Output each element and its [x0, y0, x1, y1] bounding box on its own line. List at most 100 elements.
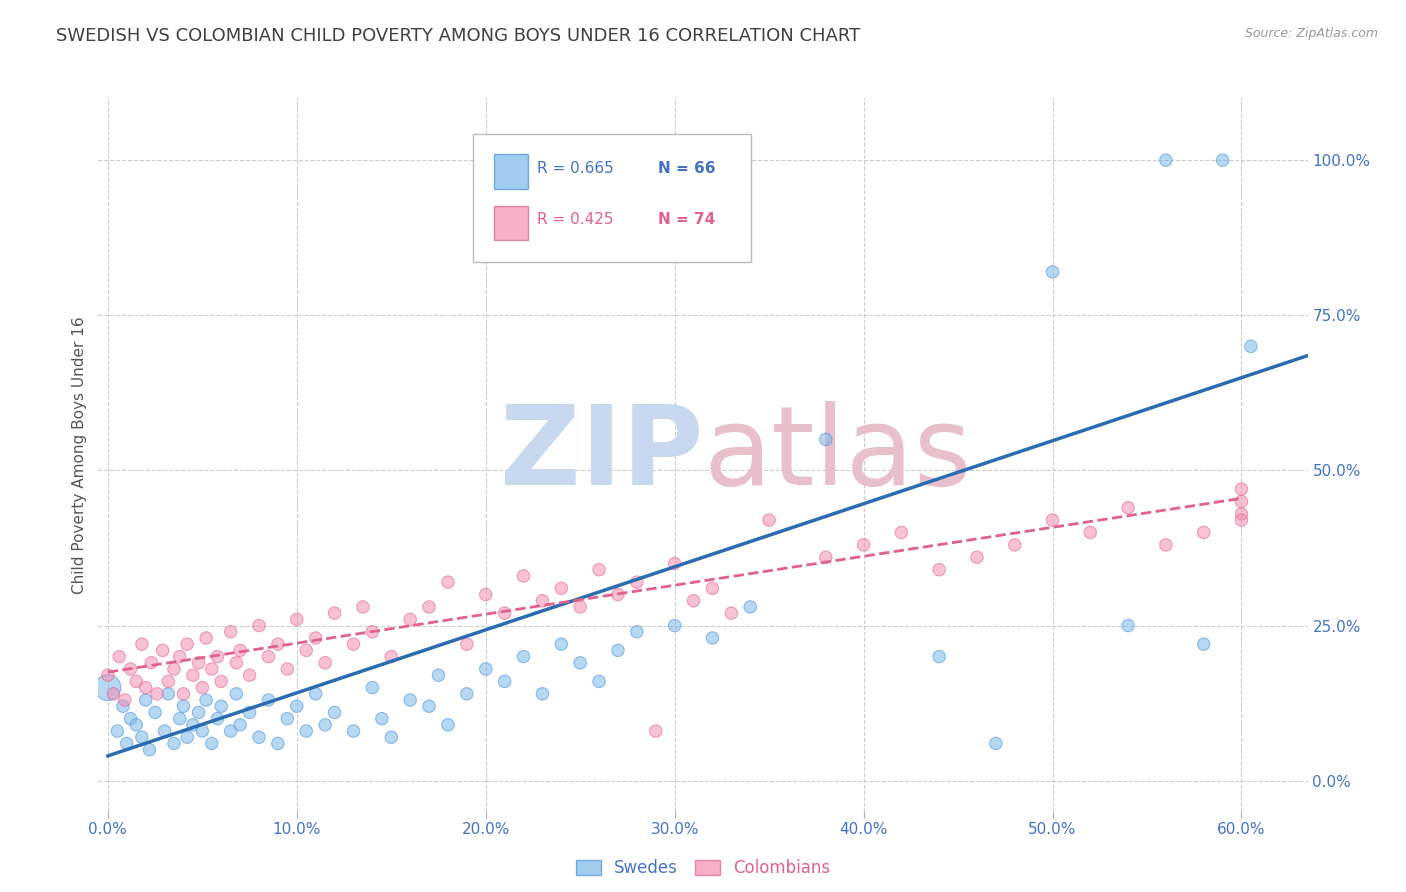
Point: [152, 643, 174, 657]
Point: [111, 699, 134, 714]
Point: [928, 563, 950, 577]
Y-axis label: Child Poverty Among Boys Under 16: Child Poverty Among Boys Under 16: [72, 316, 87, 594]
Point: [305, 631, 328, 645]
Point: [966, 550, 988, 565]
Point: [361, 624, 384, 639]
Point: [138, 742, 160, 756]
Point: [207, 712, 229, 726]
Point: [229, 643, 252, 657]
Point: [276, 712, 298, 726]
Point: [257, 693, 280, 707]
Point: [1154, 538, 1177, 552]
Point: [115, 736, 138, 750]
Point: [342, 724, 364, 739]
Point: [361, 681, 384, 695]
Point: [814, 550, 837, 565]
Point: [295, 643, 318, 657]
Point: [702, 582, 724, 596]
Point: [135, 693, 157, 707]
Point: [569, 656, 592, 670]
Point: [607, 588, 630, 602]
Point: [418, 599, 440, 614]
Point: [108, 649, 131, 664]
Point: [758, 513, 780, 527]
Point: [114, 693, 136, 707]
Point: [195, 631, 218, 645]
Point: [380, 731, 402, 745]
Point: [219, 724, 242, 739]
Point: [187, 656, 209, 670]
FancyBboxPatch shape: [494, 206, 527, 240]
Point: [229, 718, 252, 732]
Point: [1116, 500, 1139, 515]
Point: [399, 693, 422, 707]
Point: [209, 699, 232, 714]
Point: [225, 687, 247, 701]
Point: [141, 656, 163, 670]
Point: [550, 637, 572, 651]
Point: [1042, 265, 1064, 279]
Text: ZIP: ZIP: [499, 401, 703, 508]
Point: [323, 606, 346, 620]
Point: [607, 643, 630, 657]
Point: [664, 557, 686, 571]
Point: [427, 668, 450, 682]
Text: N = 66: N = 66: [658, 161, 716, 176]
Point: [1212, 153, 1234, 168]
Point: [1192, 637, 1215, 651]
Point: [740, 599, 762, 614]
Point: [191, 681, 214, 695]
Text: N = 74: N = 74: [658, 212, 716, 227]
Point: [153, 724, 176, 739]
Point: [852, 538, 875, 552]
Point: [105, 724, 128, 739]
Point: [1116, 618, 1139, 632]
Point: [371, 712, 394, 726]
Point: [644, 724, 666, 739]
Point: [512, 649, 534, 664]
Point: [120, 712, 142, 726]
Point: [195, 693, 218, 707]
Point: [125, 674, 148, 689]
Point: [201, 736, 224, 750]
Point: [664, 618, 686, 632]
Point: [1230, 482, 1253, 496]
Point: [187, 706, 209, 720]
Point: [125, 718, 148, 732]
Point: [201, 662, 224, 676]
Point: [181, 668, 204, 682]
Point: [176, 731, 198, 745]
Point: [512, 569, 534, 583]
Point: [682, 593, 704, 607]
Point: [494, 674, 516, 689]
Point: [1042, 513, 1064, 527]
Point: [1154, 153, 1177, 168]
Point: [285, 612, 308, 626]
Legend: Swedes, Colombians: Swedes, Colombians: [568, 851, 838, 886]
Point: [163, 662, 186, 676]
Point: [531, 593, 554, 607]
Point: [1004, 538, 1026, 552]
Point: [285, 699, 308, 714]
Point: [342, 637, 364, 651]
Point: [172, 699, 194, 714]
Text: R = 0.425: R = 0.425: [537, 212, 614, 227]
Point: [176, 637, 198, 651]
Point: [295, 724, 318, 739]
Point: [314, 656, 336, 670]
Point: [131, 637, 153, 651]
Point: [890, 525, 912, 540]
Point: [143, 706, 166, 720]
Point: [172, 687, 194, 701]
Point: [267, 736, 290, 750]
Text: SWEDISH VS COLOMBIAN CHILD POVERTY AMONG BOYS UNDER 16 CORRELATION CHART: SWEDISH VS COLOMBIAN CHILD POVERTY AMONG…: [56, 27, 860, 45]
Point: [191, 724, 214, 739]
Point: [474, 662, 496, 676]
Point: [456, 637, 478, 651]
Point: [163, 736, 186, 750]
Point: [399, 612, 422, 626]
Point: [239, 706, 262, 720]
Point: [1230, 513, 1253, 527]
FancyBboxPatch shape: [494, 154, 527, 189]
Point: [418, 699, 440, 714]
